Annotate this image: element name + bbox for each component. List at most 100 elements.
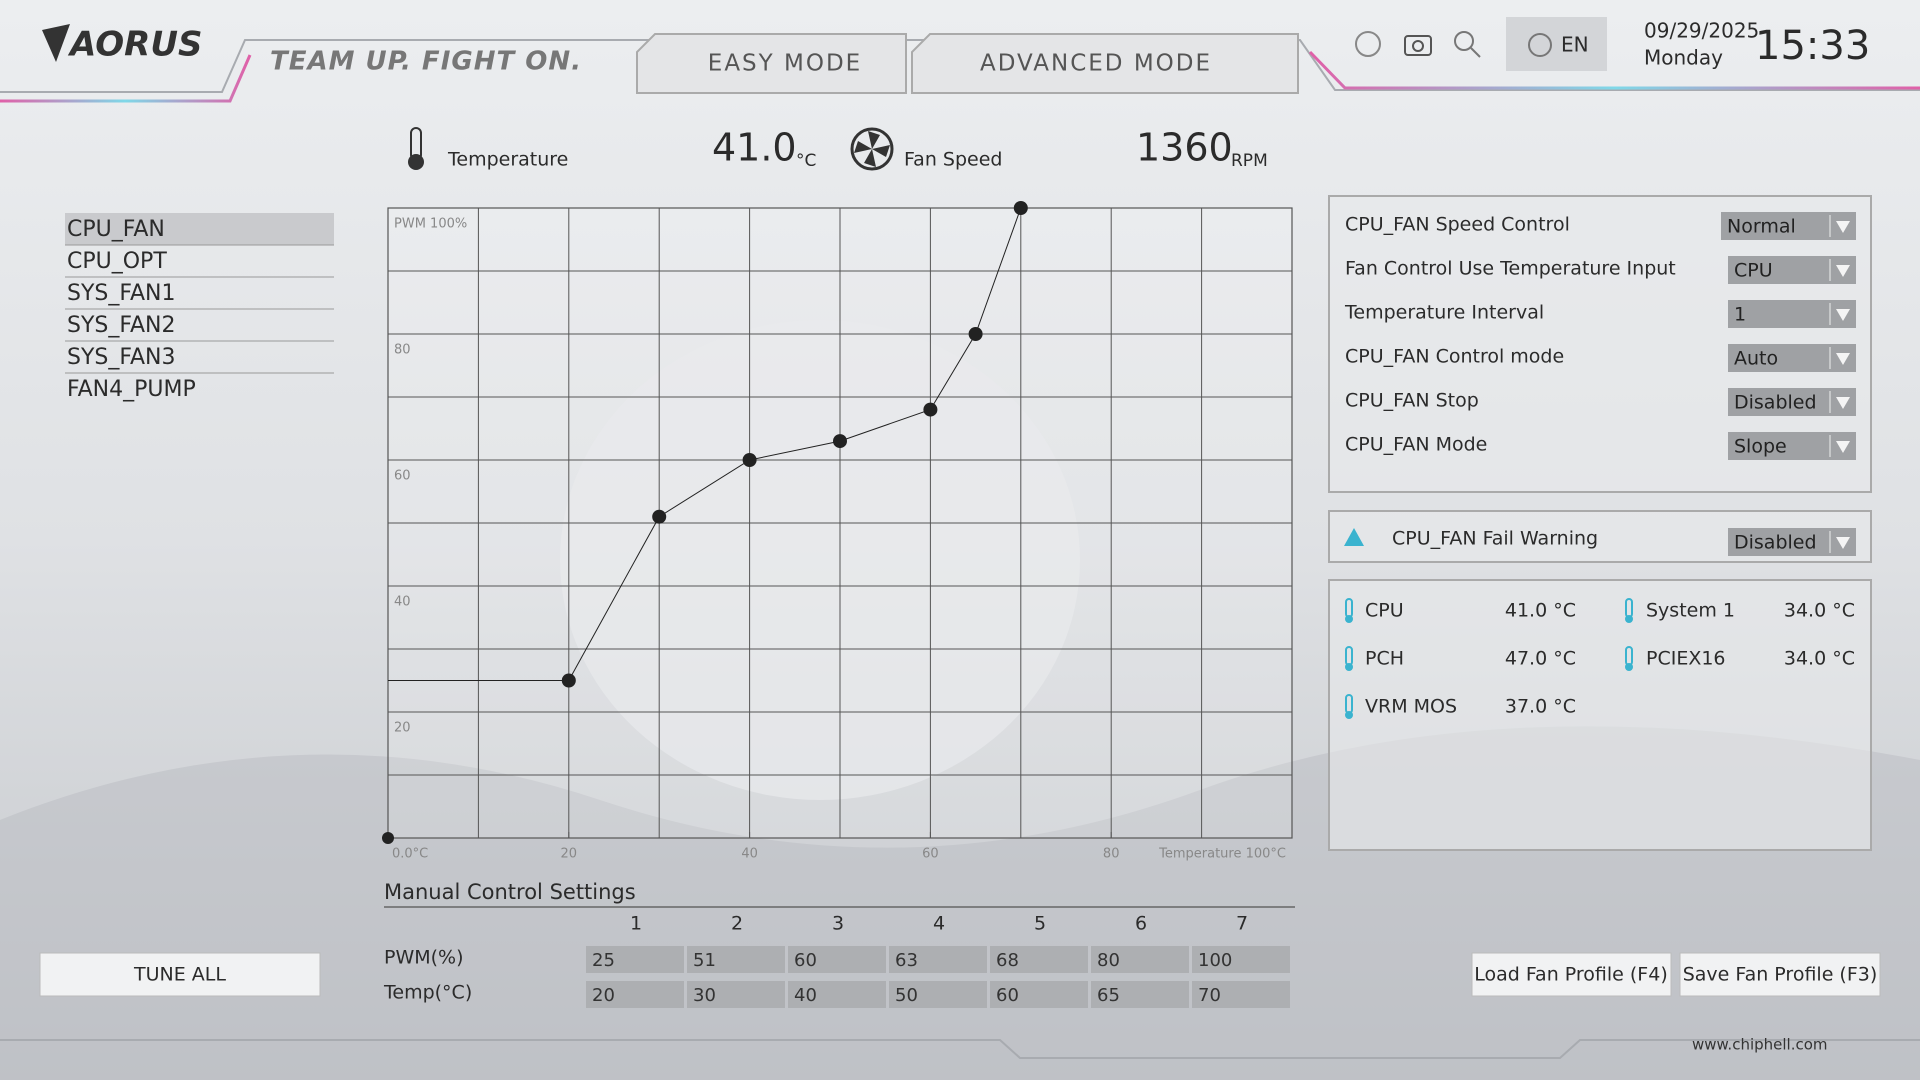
input-cell[interactable] [687,946,785,973]
input-cell[interactable] [1192,946,1290,973]
cell-value[interactable]: 80 [1097,950,1120,971]
cell-value[interactable]: 51 [693,950,716,971]
button-label[interactable]: Load Fan Profile (F4) [1474,964,1668,986]
help-icon[interactable] [1355,31,1381,57]
cell-value[interactable]: 60 [996,985,1019,1006]
dropdown[interactable] [1728,256,1856,284]
dropdown-value[interactable]: Auto [1734,348,1778,370]
status-label: Temperature [447,149,568,171]
input-cell[interactable] [889,946,987,973]
dropdown-arrow [1836,397,1850,409]
button-label[interactable]: TUNE ALL [133,964,226,986]
footer-frame [0,1039,1920,1059]
cell-value[interactable]: 65 [1097,985,1120,1006]
list-highlight[interactable] [65,213,334,245]
cell-value[interactable]: 40 [794,985,817,1006]
input-cell[interactable] [788,946,886,973]
search-icon-handle [1470,47,1481,58]
dropdown-value[interactable]: 1 [1734,304,1746,326]
curve-point[interactable] [742,453,757,467]
input-cell[interactable] [687,981,785,1008]
input-cell[interactable] [1091,981,1189,1008]
column-header: 2 [731,913,743,935]
cell-value[interactable]: 20 [592,985,615,1006]
temperature-panel [1328,579,1872,851]
fan-item[interactable]: SYS_FAN2 [67,313,176,338]
dropdown-value[interactable]: CPU [1734,260,1773,282]
dropdown[interactable] [1721,212,1856,240]
dropdown-value[interactable]: Disabled [1734,392,1817,414]
temp-label: PCIEX16 [1646,648,1726,670]
button[interactable] [1679,952,1881,997]
curve-point[interactable] [652,509,667,524]
y-tick-label: 80 [394,343,411,358]
curve-point[interactable] [968,327,983,341]
screenshot-icon[interactable] [1404,35,1432,56]
temp-label: PCH [1365,648,1404,670]
fan-item[interactable]: CPU_FAN [67,217,165,242]
curve-origin [382,832,394,844]
cell-value[interactable]: 30 [693,985,716,1006]
cell-value[interactable]: 25 [592,950,615,971]
input-cell[interactable] [788,981,886,1008]
logo: AORUS [67,25,202,65]
dropdown[interactable] [1728,388,1856,416]
dropdown[interactable] [1728,300,1856,328]
dropdown[interactable] [1728,528,1856,556]
fan-icon [850,127,894,171]
dropdown-arrow [1836,309,1850,321]
cell-value[interactable]: 100 [1198,950,1232,971]
dropdown-value[interactable]: Disabled [1734,532,1817,554]
curve-point[interactable] [561,673,576,688]
cell-value[interactable]: 68 [996,950,1019,971]
cell-value[interactable]: 63 [895,950,918,971]
curve-point[interactable] [923,402,938,417]
globe-icon [1528,33,1552,57]
search-icon[interactable] [1454,31,1474,51]
input-cell[interactable] [889,981,987,1008]
section-title: Manual Control Settings [384,880,636,904]
curve-point[interactable] [833,434,847,449]
dropdown-value[interactable]: Slope [1734,436,1787,458]
status-unit: RPM [1231,151,1268,171]
temp-value: 37.0 °C [1505,696,1576,718]
moon [560,320,1080,800]
dropdown-arrow [1836,221,1850,233]
dropdown-arrow [1836,441,1850,453]
input-cell[interactable] [990,946,1088,973]
cell-value[interactable]: 50 [895,985,918,1006]
language[interactable]: EN [1561,33,1589,57]
time: 15:33 [1755,23,1870,69]
fan-item[interactable]: CPU_OPT [67,249,167,274]
column-header: 1 [630,913,642,935]
fan-item[interactable]: SYS_FAN3 [67,345,176,370]
fan-item[interactable]: SYS_FAN1 [67,281,176,306]
temp-icon-bulb [1625,615,1633,623]
setting-label: Fan Control Use Temperature Input [1345,258,1676,280]
tab[interactable] [911,33,1299,94]
input-cell[interactable] [586,946,684,973]
curve-point[interactable] [1013,201,1028,215]
cell-value[interactable]: 70 [1198,985,1221,1006]
button-label[interactable]: Save Fan Profile (F3) [1683,964,1878,986]
input-cell[interactable] [1192,981,1290,1008]
column-header: 5 [1034,913,1046,935]
tab-label[interactable]: ADVANCED MODE [980,51,1212,77]
y-tick-label: 60 [394,469,411,484]
button[interactable] [1471,952,1672,997]
input-cell[interactable] [990,981,1088,1008]
button[interactable] [39,952,321,997]
cell-value[interactable]: 60 [794,950,817,971]
tab[interactable] [636,33,907,94]
dropdown[interactable] [1728,432,1856,460]
tab-label[interactable]: EASY MODE [708,51,862,77]
setting-label: CPU_FAN Speed Control [1345,214,1570,236]
language-button[interactable] [1506,17,1607,71]
fan-item[interactable]: FAN4_PUMP [67,377,196,402]
x-tick-label: 80 [1103,847,1120,862]
input-cell[interactable] [1091,946,1189,973]
dropdown-value[interactable]: Normal [1727,216,1796,238]
column-header: 6 [1135,913,1147,935]
dropdown[interactable] [1728,344,1856,372]
input-cell[interactable] [586,981,684,1008]
